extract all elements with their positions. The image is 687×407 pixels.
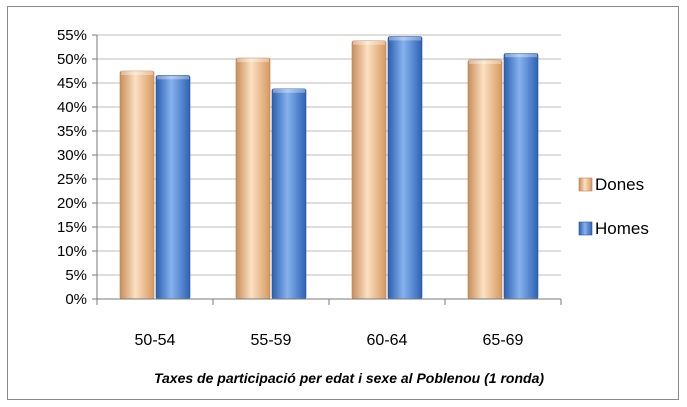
legend-swatch-dones	[578, 177, 593, 192]
bar-dones-65-69	[467, 59, 503, 300]
axes	[92, 34, 562, 305]
y-tick-label: 0%	[65, 291, 87, 308]
legend-label-homes: Homes	[595, 219, 649, 238]
bar-dones-55-59	[235, 57, 271, 300]
y-tick-label: 55%	[57, 27, 87, 44]
bar-bevel	[389, 36, 421, 41]
bar-bevel	[237, 58, 269, 63]
bar-homes-65-69	[503, 52, 539, 300]
x-tick-label: 60-64	[367, 332, 408, 349]
bar-homes-55-59	[271, 88, 307, 300]
bar-bevel	[353, 40, 385, 45]
bar-bevel	[469, 59, 501, 64]
y-tick-label: 5%	[65, 267, 87, 284]
y-tick-label: 25%	[57, 171, 87, 188]
y-tick-labels: 0% 5% 10% 15% 20% 25% 30% 35% 40% 45% 50% 55%	[57, 27, 87, 308]
bar-bevel	[273, 88, 305, 93]
bar-homes-60-64	[387, 36, 423, 300]
y-tick-label: 45%	[57, 75, 87, 92]
bar-bevel	[121, 71, 153, 75]
y-tick-label: 35%	[57, 123, 87, 140]
bar-bevel	[157, 75, 189, 80]
x-tick-labels: 50-54 55-59 60-64 65-69	[135, 332, 524, 349]
bar-dones-50-54	[119, 70, 155, 300]
chart-caption: Taxes de participació per edat i sexe al…	[154, 370, 544, 386]
legend: Dones Homes	[578, 175, 649, 238]
x-tick-label: 50-54	[135, 332, 176, 349]
bars	[119, 36, 539, 300]
legend-swatch-homes	[578, 221, 593, 236]
y-tick-label: 40%	[57, 99, 87, 116]
y-tick-label: 10%	[57, 243, 87, 260]
x-tick-label: 55-59	[251, 332, 292, 349]
y-tick-label: 20%	[57, 195, 87, 212]
y-tick-label: 30%	[57, 147, 87, 164]
legend-label-dones: Dones	[595, 175, 644, 194]
bar-homes-50-54	[155, 75, 191, 300]
y-tick-label: 50%	[57, 51, 87, 68]
bar-bevel	[505, 53, 537, 58]
x-tick-label: 65-69	[483, 332, 524, 349]
bar-dones-60-64	[351, 40, 387, 300]
y-tick-label: 15%	[57, 219, 87, 236]
